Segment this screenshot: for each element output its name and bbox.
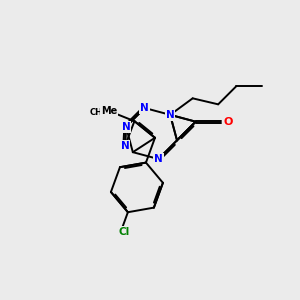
Text: N: N bbox=[122, 122, 130, 132]
Text: Me: Me bbox=[101, 106, 117, 116]
Text: N: N bbox=[166, 110, 175, 120]
Text: N: N bbox=[140, 103, 149, 113]
Text: Cl: Cl bbox=[118, 227, 129, 237]
Text: O: O bbox=[223, 117, 232, 127]
Text: N: N bbox=[121, 141, 129, 151]
Text: CH₃: CH₃ bbox=[90, 108, 106, 117]
Text: N: N bbox=[154, 154, 163, 164]
